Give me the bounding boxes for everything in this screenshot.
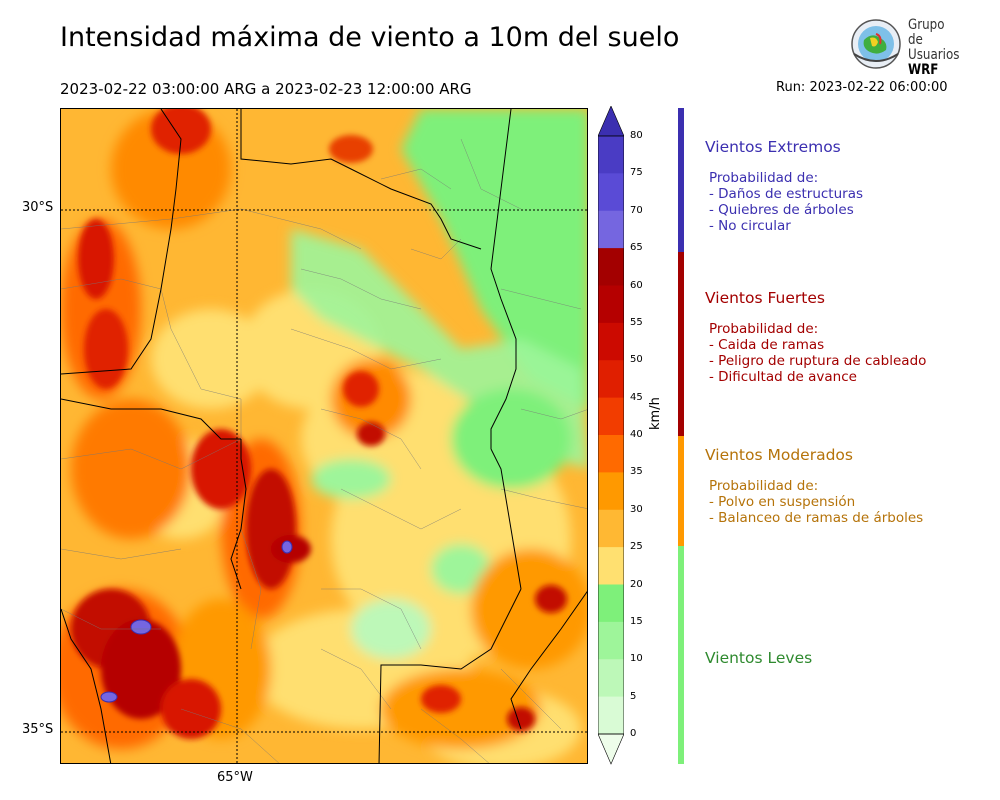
- colorbar-bin: [598, 360, 624, 399]
- colorbar-bin: [598, 136, 624, 174]
- category-moderados: Vientos Moderados Probabilidad de: - Pol…: [705, 446, 924, 526]
- colorbar-tick-label: 20: [630, 578, 643, 590]
- colorbar-bin: [598, 659, 624, 698]
- colorbar-tick-label: 80: [630, 130, 643, 141]
- colorbar-extend-top: [598, 106, 624, 137]
- legend-bar-fuertes: [678, 252, 684, 436]
- colorbar-bin: [598, 397, 624, 436]
- colorbar-bin: [598, 547, 624, 585]
- colorbar-outline: [598, 135, 624, 735]
- colorbar-tick-label: 5: [630, 690, 637, 702]
- colorbar-extend-bottom: [598, 733, 624, 765]
- colorbar-bin: [598, 696, 624, 735]
- wrf-logo: Grupo de Usuarios WRF: [848, 16, 968, 78]
- legend-bar-leves: [678, 546, 684, 764]
- colorbar-tick-label: 30: [630, 503, 643, 515]
- colorbar-tick-label: 25: [630, 541, 643, 553]
- colorbar-bin: [598, 621, 624, 660]
- colorbar-tick-label: 50: [630, 354, 643, 366]
- colorbar: [598, 106, 624, 765]
- wind-map: [60, 108, 588, 764]
- colorbar-bin: [598, 173, 624, 212]
- colorbar-tick-label: 75: [630, 167, 643, 179]
- run-timestamp: Run: 2023-02-22 06:00:00: [776, 80, 948, 95]
- category-fuertes: Vientos Fuertes Probabilidad de: - Caida…: [705, 289, 927, 385]
- colorbar-tick-label: 65: [630, 242, 643, 254]
- colorbar-bin: [598, 285, 624, 324]
- colorbar-unit: km/h: [648, 397, 663, 430]
- category-leves: Vientos Leves: [705, 649, 813, 667]
- category-extremos: Vientos Extremos Probabilidad de: - Daño…: [705, 138, 864, 234]
- chart-title: Intensidad máxima de viento a 10m del su…: [60, 22, 680, 53]
- colorbar-tick-label: 70: [630, 204, 643, 216]
- colorbar-tick-label: 45: [630, 391, 643, 403]
- colorbar-bin: [598, 210, 624, 249]
- legend-bar-moderados: [678, 436, 684, 546]
- colorbar-tick-label: 15: [630, 615, 643, 627]
- colorbar-tick-label: 55: [630, 316, 643, 328]
- lat-label-35s: 35°S: [22, 722, 54, 737]
- colorbar-bin: [598, 248, 624, 286]
- colorbar-bin: [598, 472, 624, 511]
- wind-field: [61, 109, 587, 763]
- colorbar-tick-label: 60: [630, 279, 643, 291]
- colorbar-tick-label: 10: [630, 653, 643, 665]
- legend-bar-extremos: [678, 108, 684, 252]
- colorbar-tick-label: 35: [630, 466, 643, 478]
- lon-label-65w: 65°W: [217, 770, 253, 785]
- colorbar-tick-label: 40: [630, 429, 643, 440]
- lat-label-30s: 30°S: [22, 200, 54, 215]
- colorbar-bin: [598, 435, 624, 473]
- colorbar-bin: [598, 322, 624, 361]
- colorbar-bin: [598, 509, 624, 548]
- globe-icon: [851, 19, 901, 69]
- colorbar-tick-label: 0: [630, 728, 637, 739]
- date-range: 2023-02-22 03:00:00 ARG a 2023-02-23 12:…: [60, 80, 472, 98]
- colorbar-bin: [598, 584, 624, 623]
- logo-text: Grupo de Usuarios WRF: [908, 17, 960, 78]
